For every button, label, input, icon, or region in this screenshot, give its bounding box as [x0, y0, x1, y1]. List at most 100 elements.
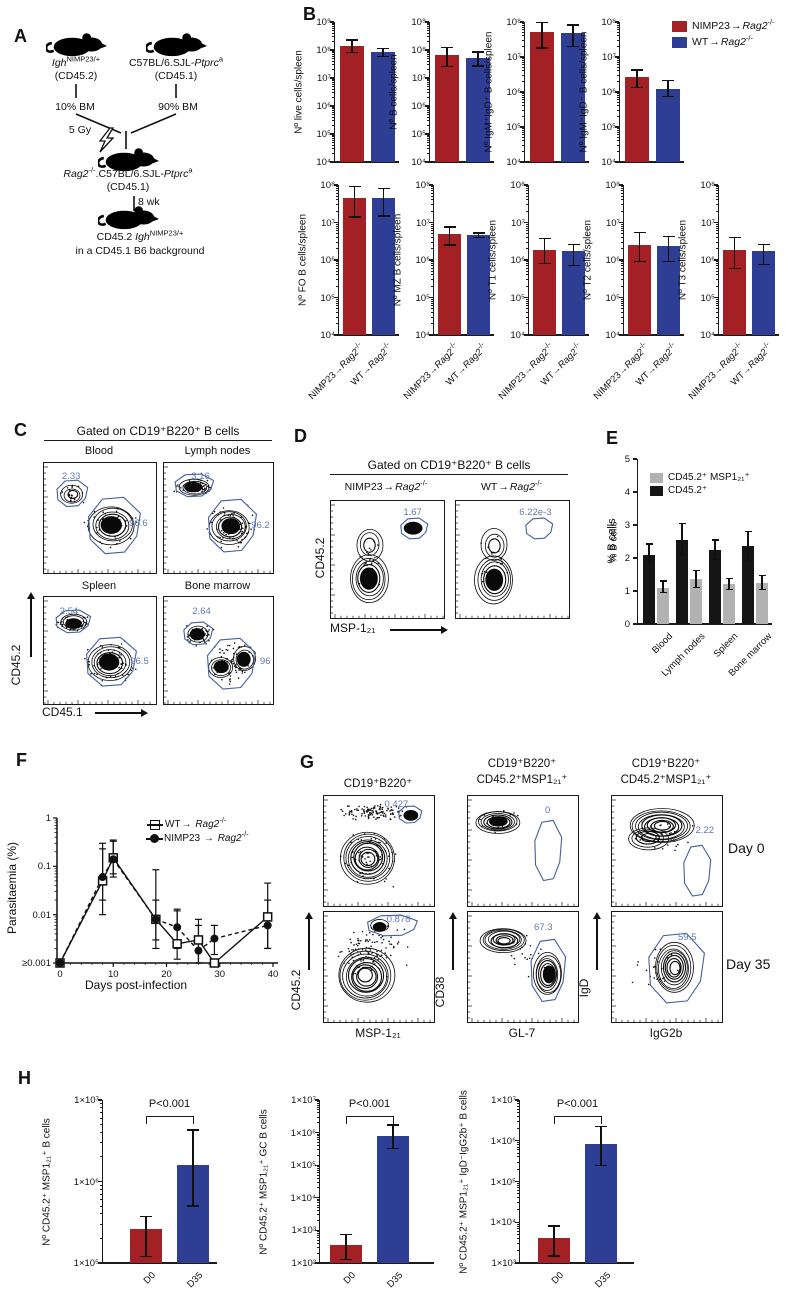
day0-row-label: Day 0: [728, 840, 765, 856]
panel-d-ylabel: CD45.2: [313, 537, 327, 579]
mouse-icon: [96, 203, 160, 238]
mouse-icon: [144, 33, 208, 57]
y-minor-tick: [426, 141, 429, 143]
y-minor-tick: [316, 1252, 319, 1254]
y-minor-tick: [525, 227, 528, 229]
y-tick: [633, 557, 637, 559]
y-minor-tick: [516, 1115, 519, 1117]
y-minor-tick: [715, 274, 718, 276]
y-tick-label: 10⁸: [411, 45, 426, 56]
y-tick: [333, 184, 338, 186]
x-axis-line: [337, 334, 399, 336]
flow-plot-nimp23: 1.67: [330, 500, 445, 619]
y-minor-tick: [525, 236, 528, 238]
y-minor-tick: [715, 192, 718, 194]
y-tick-label: 2: [624, 552, 630, 564]
y-minor-tick: [430, 300, 433, 302]
flow-contours: [44, 466, 151, 573]
bar: [643, 554, 655, 624]
flow-plot-spleen: 2.54 96.5: [43, 596, 157, 705]
error-cap: [377, 187, 390, 189]
y-tick-label: 1×10⁶: [73, 1176, 99, 1188]
y-minor-tick: [335, 199, 338, 201]
y-minor-tick: [516, 1184, 519, 1186]
y-tick: [424, 105, 429, 107]
data-point-circle: [109, 855, 118, 864]
y-minor-tick: [335, 241, 338, 243]
error-bar: [667, 80, 669, 97]
y-minor-tick: [616, 23, 619, 25]
y-minor-tick: [620, 233, 623, 235]
error-cap: [377, 47, 389, 49]
chart-ylabel: Nº CD45.2⁺ MSP1₂₁⁺ IgD⁻IgG2b⁺ B cells: [458, 1089, 470, 1274]
y-tick-label: 10⁹: [411, 17, 426, 28]
y-minor-tick: [331, 85, 334, 87]
y-axis-line: [428, 22, 430, 162]
y-minor-tick: [335, 279, 338, 281]
y-tick-label: 10⁸: [510, 180, 525, 191]
y-tick: [314, 1099, 319, 1101]
x-axis-line: [523, 161, 589, 163]
y-minor-tick: [426, 137, 429, 139]
error-cap: [140, 1255, 152, 1258]
gate-value: 96: [259, 655, 271, 667]
y-minor-tick: [620, 316, 623, 318]
y-minor-tick: [426, 32, 429, 34]
y-minor-tick: [426, 148, 429, 150]
y-minor-tick: [525, 300, 528, 302]
panel-c-ylabel: CD45.2: [9, 644, 23, 686]
y-tick: [713, 221, 718, 224]
y-tick: [618, 334, 623, 336]
y-tick-label: 10⁵: [506, 122, 521, 133]
y-minor-tick: [430, 270, 433, 272]
gene-name: Ptprc: [163, 168, 189, 180]
y-minor-tick: [335, 204, 338, 206]
x-axis-line: [518, 1262, 634, 1264]
error-cap: [633, 231, 646, 233]
flow-contours: [612, 915, 719, 1022]
y-minor-tick: [316, 1102, 319, 1104]
error-cap: [348, 216, 361, 218]
panel-d-xlabel: MSP-1₂₁: [330, 621, 376, 635]
plot-title-blood: Blood: [84, 445, 114, 457]
y-minor-tick: [426, 69, 429, 71]
y-minor-tick: [521, 128, 524, 130]
bar: [676, 539, 688, 624]
y-tick-label: 10⁷: [506, 52, 521, 63]
y-tick-label: 10⁴: [601, 157, 616, 168]
error-cap: [538, 237, 551, 239]
y-minor-tick: [521, 105, 524, 107]
error-bar: [448, 226, 451, 246]
error-cap: [538, 262, 551, 265]
y-minor-tick: [430, 204, 433, 206]
y-tick-label: 1×10⁵: [290, 1160, 316, 1172]
y-minor-tick: [331, 108, 334, 110]
y-minor-tick: [426, 144, 429, 146]
chart-ylabel: Nº FO B cells/spleen: [297, 213, 309, 307]
y-minor-tick: [521, 140, 524, 142]
y-minor-tick: [331, 64, 334, 66]
y-minor-tick: [525, 263, 528, 265]
y-minor-tick: [715, 204, 718, 206]
y-tick-label: 1×10⁴: [290, 1192, 316, 1204]
y-tick: [514, 1262, 519, 1264]
y-tick-label: 10⁵: [510, 292, 525, 304]
y-tick-label: 10⁸: [601, 17, 616, 28]
error-cap: [536, 47, 548, 49]
x-tick-label: D0: [549, 1270, 566, 1287]
flow-plot-day35-igg2b: 59.5: [611, 911, 723, 1023]
gene-sup: -/-: [767, 17, 775, 27]
y-tick-label: 10⁴: [411, 157, 426, 168]
y-tick-label: 10⁷: [700, 217, 715, 229]
gate-value: 0: [545, 804, 551, 816]
y-tick-label: 10⁶: [510, 255, 525, 266]
y-minor-tick: [430, 305, 433, 307]
y-minor-tick: [99, 1223, 102, 1225]
y-minor-tick: [430, 267, 433, 269]
y-tick: [514, 1140, 519, 1142]
data-point-square: [262, 912, 273, 922]
error-cap: [678, 522, 686, 525]
legend-item-wt: WT→ Rag2-/-: [147, 816, 249, 830]
y-minor-tick: [525, 311, 528, 313]
